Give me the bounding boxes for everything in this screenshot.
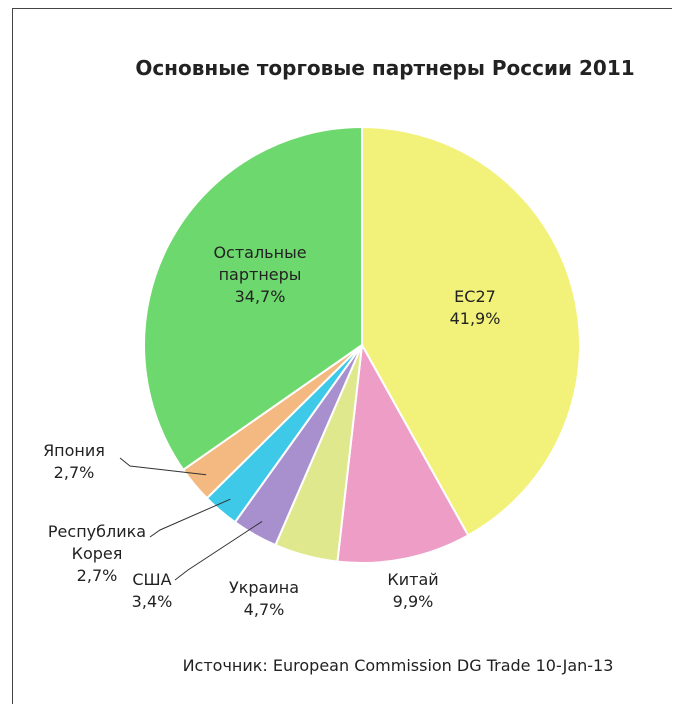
slice-name-ukraine: Украина xyxy=(229,578,299,597)
slice-value-ukraine: 4,7% xyxy=(244,600,285,619)
slice-name-korea: Республика xyxy=(48,522,146,541)
label-leader-lines xyxy=(119,457,263,581)
slice-labels: ЕС27 41,9% Китай 9,9% Украина 4,7% США 3,4% Респ… xyxy=(43,243,500,619)
slice-value-eu27: 41,9% xyxy=(450,309,501,328)
slice-name-others: Остальные xyxy=(213,243,306,262)
pie-slices xyxy=(143,125,581,564)
chart-source: Источник: European Commission DG Trade 1… xyxy=(183,656,614,675)
slice-value-usa: 3,4% xyxy=(132,592,173,611)
slice-name-china: Китай xyxy=(387,570,438,589)
chart-frame xyxy=(12,8,672,704)
pie-slice-others xyxy=(143,125,363,472)
leader-line-korea xyxy=(149,498,231,538)
slice-value-japan: 2,7% xyxy=(54,463,95,482)
slice-value-korea: 2,7% xyxy=(77,566,118,585)
slice-value-others: 34,7% xyxy=(235,287,286,306)
slice-name-korea: Корея xyxy=(72,544,123,563)
chart-title: Основные торговые партнеры России 2011 xyxy=(135,56,634,80)
slice-value-china: 9,9% xyxy=(393,592,434,611)
slice-name-usa: США xyxy=(132,570,171,589)
leader-line-usa xyxy=(174,520,263,581)
leader-line-japan xyxy=(119,457,207,476)
pie-slice-china xyxy=(336,341,470,564)
slice-name-japan: Япония xyxy=(43,441,105,460)
pie-slice-eu27 xyxy=(361,125,581,537)
slice-name-eu27: ЕС27 xyxy=(454,287,496,306)
slice-name-others: партнеры xyxy=(219,265,302,284)
